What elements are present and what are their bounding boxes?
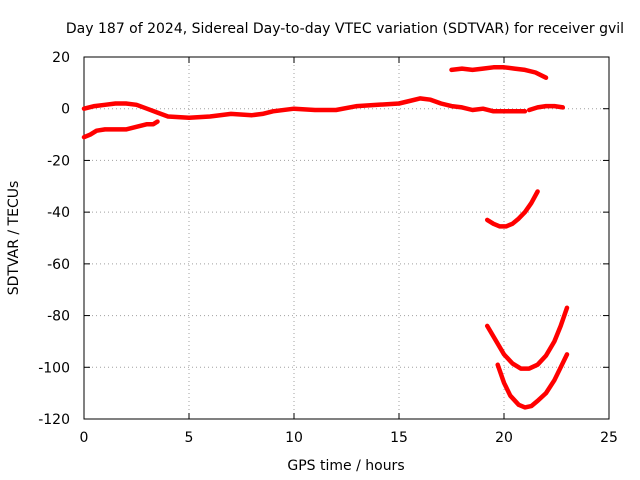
x-tick-label: 20 xyxy=(495,430,513,446)
series-track-right-small xyxy=(526,103,566,113)
series-track-top-right xyxy=(449,65,549,80)
x-axis-title: GPS time / hours xyxy=(287,458,404,474)
x-tick-label: 15 xyxy=(390,430,408,446)
y-tick-label: -80 xyxy=(47,309,70,325)
y-tick-label: -120 xyxy=(38,412,70,428)
chart-title: Day 187 of 2024, Sidereal Day-to-day VTE… xyxy=(66,21,624,37)
y-tick-label: 0 xyxy=(61,102,70,118)
series-track-upper-main xyxy=(81,96,528,121)
x-tick-label: 10 xyxy=(285,430,303,446)
series-track-arc-100 xyxy=(484,305,570,371)
y-tick-label: -20 xyxy=(47,153,70,169)
x-tick-label: 5 xyxy=(185,430,194,446)
series-track-arc-115 xyxy=(495,352,570,410)
series-track-lower-left xyxy=(81,119,160,140)
plot-frame xyxy=(83,56,610,420)
y-tick-label: 20 xyxy=(52,50,70,66)
y-tick-label: -40 xyxy=(47,205,70,221)
x-tick-label: 25 xyxy=(600,430,618,446)
series-layer xyxy=(81,65,570,410)
series-track-arc-40 xyxy=(484,189,540,229)
tick-layer: 0 5 10 15 20 25 -120 -100 -80 -60 -40 -20 0 20 xyxy=(38,50,618,446)
y-tick-label: -60 xyxy=(47,257,70,273)
y-axis-title: SDTVAR / TECUs xyxy=(6,181,22,296)
x-tick-label: 0 xyxy=(80,430,89,446)
y-tick-label: -100 xyxy=(38,360,70,376)
